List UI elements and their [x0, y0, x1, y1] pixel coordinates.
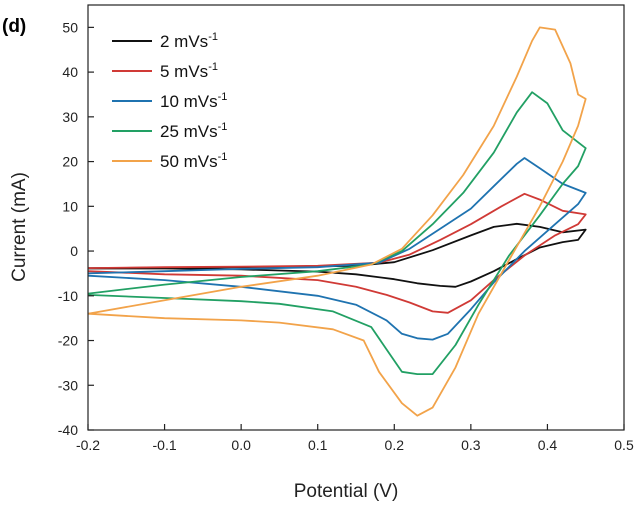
- legend-label-2: 10 mVs-1: [160, 91, 227, 111]
- plot-series-group: [87, 26, 587, 417]
- y-axis-ticks: -40 -30 -20 -10 0 10 20 30 40 50: [58, 19, 94, 438]
- x-axis-ticks: -0.2 -0.1 0.0 0.1 0.2 0.3 0.4 0.5: [76, 424, 634, 453]
- y-tick-label: 30: [62, 109, 78, 125]
- legend-label-0: 2 mVs-1: [160, 31, 218, 51]
- y-axis-title: Current (mA): [9, 172, 30, 282]
- x-tick-label: -0.1: [153, 437, 177, 453]
- y-tick-label: -30: [58, 377, 78, 393]
- series-line-3: [87, 91, 587, 375]
- y-tick-label: -10: [58, 288, 78, 304]
- legend-label-4: 50 mVs-1: [160, 151, 227, 171]
- y-tick-label: 20: [62, 154, 78, 170]
- x-tick-label: 0.0: [231, 437, 251, 453]
- y-tick-label: 50: [62, 19, 78, 35]
- y-tick-label: -20: [58, 333, 78, 349]
- x-tick-label: 0.2: [385, 437, 405, 453]
- y-tick-label: 40: [62, 64, 78, 80]
- legend: 2 mVs-1 5 mVs-1 10 mVs-1 25 mVs-1 50 mVs-1: [112, 31, 227, 171]
- series-line-1: [87, 192, 587, 314]
- x-tick-label: -0.2: [76, 437, 100, 453]
- series-line-2: [87, 157, 587, 341]
- plot-frame: [87, 4, 625, 431]
- x-tick-label: 0.3: [461, 437, 481, 453]
- legend-label-3: 25 mVs-1: [160, 121, 227, 141]
- y-tick-label: 10: [62, 198, 78, 214]
- x-axis-title: Potential (V): [294, 481, 399, 502]
- series-line-0: [87, 222, 587, 288]
- series-line-4: [87, 26, 587, 417]
- y-tick-label: -40: [58, 422, 78, 438]
- x-tick-label: 0.4: [538, 437, 558, 453]
- y-tick-label: 0: [70, 243, 78, 259]
- x-tick-label: 0.1: [308, 437, 328, 453]
- x-tick-label: 0.5: [614, 437, 634, 453]
- legend-label-1: 5 mVs-1: [160, 61, 218, 81]
- panel-label: (d): [2, 16, 26, 37]
